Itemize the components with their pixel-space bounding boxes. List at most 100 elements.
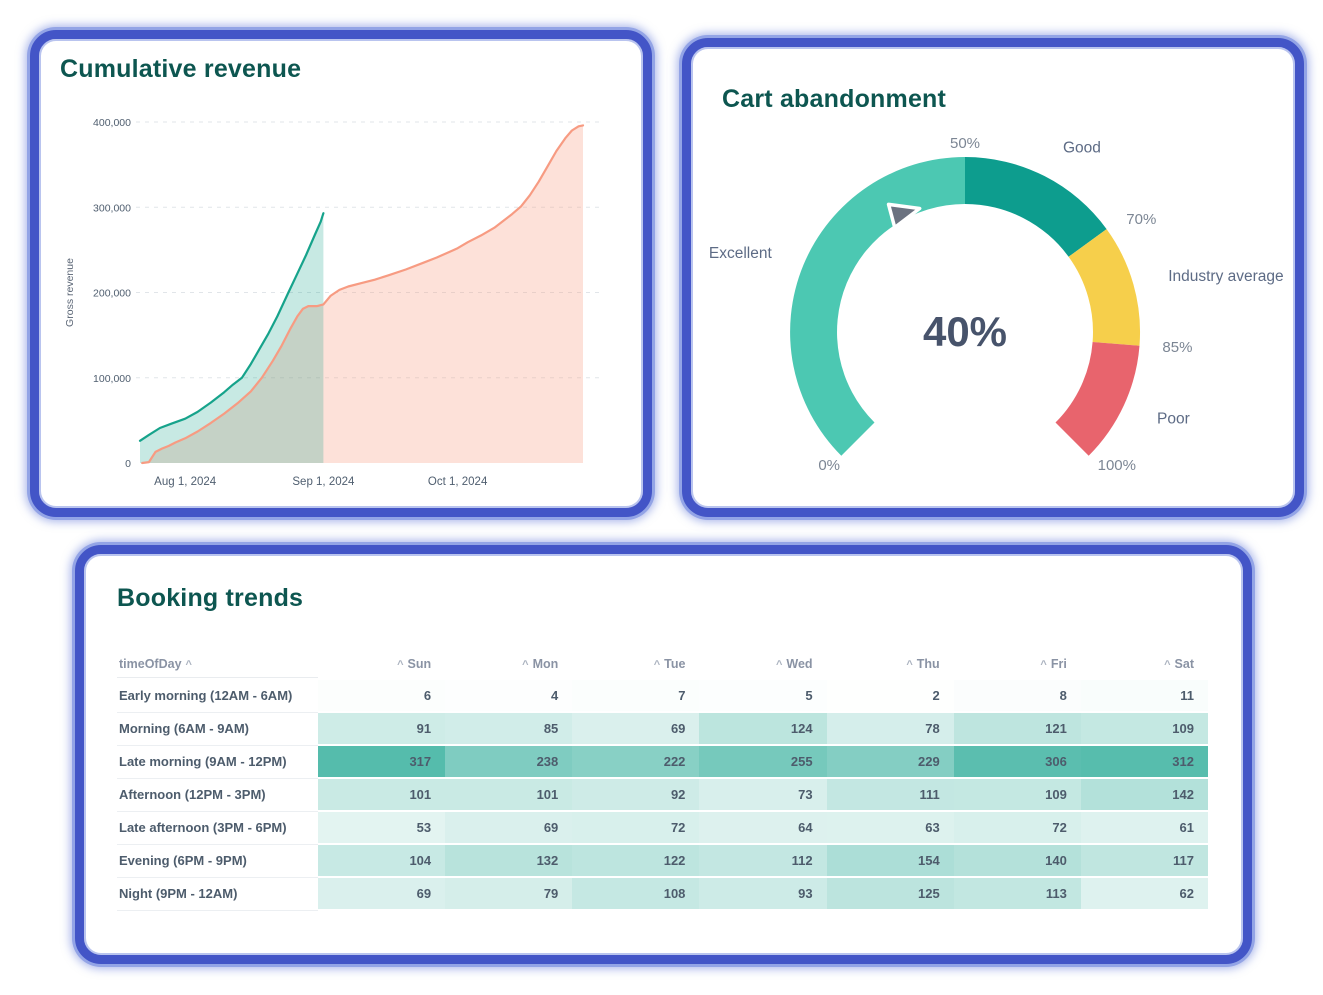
- card-cumulative-revenue: Cumulative revenue 0 100,000 200,000 300,00…: [30, 30, 652, 517]
- y-axis-tick-label: 0: [125, 458, 131, 470]
- cumulative-revenue-title: Cumulative revenue: [60, 55, 302, 83]
- cumulative-revenue-area-chart: 0 100,000 200,000 300,000 400,000 Gross reven…: [64, 117, 603, 488]
- row-label-night-9pm-12am: Night (9PM - 12AM): [117, 878, 318, 911]
- heatmap-cell-sun: 69: [318, 878, 446, 911]
- column-header-fri[interactable]: ^ Fri: [1040, 657, 1067, 671]
- heatmap-cell-sat: 109: [1080, 713, 1208, 746]
- gauge-tick-label-50: 50%: [950, 135, 980, 152]
- row-label-evening-6pm-9pm: Evening (6PM - 9PM): [117, 845, 318, 878]
- sort-caret-icon[interactable]: ^: [653, 659, 661, 671]
- booking-table-body: Early morning (12AM - 6AM) 6 4 7 5 2 8 11 Mornin…: [117, 680, 1208, 911]
- gauge-tick-label-100: 100%: [1098, 457, 1136, 474]
- heatmap-cell-sat: 142: [1080, 779, 1208, 812]
- heatmap-cell-fri: 8: [953, 680, 1081, 713]
- heatmap-cell-thu: 78: [826, 713, 954, 746]
- heatmap-cell-wed: 255: [699, 746, 827, 779]
- heatmap-cell-tue: 69: [572, 713, 700, 746]
- heatmap-cell-fri: 109: [953, 779, 1081, 812]
- gauge-segment-industry-average: [1068, 229, 1141, 346]
- gauge-tick-label-85: 85%: [1162, 339, 1192, 356]
- y-axis-tick-label: 300,000: [93, 202, 131, 214]
- column-header-tue[interactable]: ^ Tue: [653, 657, 686, 671]
- heatmap-cell-sun: 53: [318, 812, 446, 845]
- y-axis-tick-label: 200,000: [93, 288, 131, 300]
- heatmap-cell-mon: 79: [445, 878, 573, 911]
- heatmap-cell-wed: 73: [699, 779, 827, 812]
- column-header-sat[interactable]: ^ Sat: [1164, 657, 1194, 671]
- gauge-segment-label-industry-average: Industry average: [1168, 268, 1283, 285]
- series-salmon-line: [141, 124, 585, 465]
- gauge-segment-label-good: Good: [1063, 140, 1101, 157]
- heatmap-cell-mon: 238: [445, 746, 573, 779]
- heatmap-cell-tue: 72: [572, 812, 700, 845]
- sort-caret-icon[interactable]: ^: [522, 659, 529, 671]
- heatmap-cell-thu: 2: [826, 680, 954, 713]
- gauge-segment-good: [965, 157, 1107, 257]
- sort-caret-icon[interactable]: ^: [1040, 659, 1047, 671]
- cart-abandonment-gauge-chart: 0% 50% 70% 85% 100% Excellent Good Industry ave…: [709, 135, 1284, 474]
- row-label-afternoon-12pm-3pm: Afternoon (12PM - 3PM): [117, 779, 318, 812]
- sort-caret-icon[interactable]: ^: [906, 659, 913, 671]
- booking-table-header-row: timeOfDay ^ ^ Sun ^ Mon ^ Tue ^ Wed ^ Thu ^ Fri ^ Sat: [117, 652, 1208, 678]
- heatmap-cell-wed: 5: [699, 680, 827, 713]
- gauge-tick-label-0: 0%: [818, 457, 840, 474]
- heatmap-cell-mon: 85: [445, 713, 573, 746]
- heatmap-cell-thu: 154: [826, 845, 954, 878]
- gauge-segment-excellent: [790, 157, 965, 456]
- heatmap-cell-sat: 11: [1080, 680, 1208, 713]
- gauge-needle: [886, 202, 922, 230]
- cart-abandonment-title: Cart abandonment: [722, 85, 947, 113]
- x-axis-tick-label: Oct 1, 2024: [428, 476, 488, 488]
- x-axis-tick-label: Sep 1, 2024: [292, 476, 355, 488]
- heatmap-cell-tue: 122: [572, 845, 700, 878]
- heatmap-cell-tue: 7: [572, 680, 700, 713]
- heatmap-cell-mon: 69: [445, 812, 573, 845]
- heatmap-cell-tue: 108: [572, 878, 700, 911]
- heatmap-cell-wed: 124: [699, 713, 827, 746]
- column-header-mon[interactable]: ^ Mon: [522, 657, 559, 671]
- heatmap-cell-thu: 63: [826, 812, 954, 845]
- y-axis-tick-label: 100,000: [93, 373, 131, 385]
- heatmap-cell-tue: 92: [572, 779, 700, 812]
- heatmap-cell-sun: 91: [318, 713, 446, 746]
- sort-caret-icon[interactable]: ^: [185, 659, 192, 671]
- heatmap-cell-thu: 111: [826, 779, 954, 812]
- heatmap-cell-sat: 117: [1080, 845, 1208, 878]
- heatmap-cell-mon: 101: [445, 779, 573, 812]
- booking-trends-title: Booking trends: [117, 584, 304, 612]
- x-axis-tick-label: Aug 1, 2024: [154, 476, 217, 488]
- heatmap-cell-mon: 132: [445, 845, 573, 878]
- heatmap-cell-sun: 6: [318, 680, 446, 713]
- heatmap-cell-fri: 121: [953, 713, 1081, 746]
- gauge-segment-poor: [1055, 342, 1140, 456]
- card-cart-abandonment: Cart abandonment 0% 50% 70% 85% 100% Excellen…: [682, 38, 1304, 517]
- gauge-segment-label-poor: Poor: [1157, 411, 1190, 428]
- heatmap-cell-wed: 93: [699, 878, 827, 911]
- heatmap-cell-wed: 64: [699, 812, 827, 845]
- heatmap-cell-fri: 113: [953, 878, 1081, 911]
- y-axis-tick-label: 400,000: [93, 117, 131, 129]
- heatmap-cell-thu: 229: [826, 746, 954, 779]
- row-label-late-morning-9am-12pm: Late morning (9AM - 12PM): [117, 746, 318, 779]
- column-header-wed[interactable]: ^ Wed: [775, 657, 813, 671]
- sort-caret-icon[interactable]: ^: [397, 659, 404, 671]
- heatmap-cell-fri: 306: [953, 746, 1081, 779]
- sort-caret-icon[interactable]: ^: [1164, 659, 1171, 671]
- heatmap-cell-sun: 101: [318, 779, 446, 812]
- row-label-morning-6am-9am: Morning (6AM - 9AM): [117, 713, 318, 746]
- gauge-segment-label-excellent: Excellent: [709, 245, 773, 262]
- y-axis-title: Gross revenue: [64, 258, 76, 327]
- heatmap-cell-wed: 112: [699, 845, 827, 878]
- row-label-early-morning-12am-6am: Early morning (12AM - 6AM): [117, 680, 318, 713]
- heatmap-cell-fri: 140: [953, 845, 1081, 878]
- series-salmon-area: [142, 125, 583, 464]
- series-teal-area: [140, 213, 324, 463]
- booking-trends-heatmap-table: timeOfDay ^ ^ Sun ^ Mon ^ Tue ^ Wed ^ Thu ^ Fri ^ Sat E…: [117, 652, 1208, 911]
- column-header-thu[interactable]: ^ Thu: [906, 657, 940, 671]
- heatmap-cell-tue: 222: [572, 746, 700, 779]
- gauge-tick-label-70: 70%: [1126, 211, 1156, 228]
- heatmap-cell-sat: 61: [1080, 812, 1208, 845]
- sort-caret-icon[interactable]: ^: [775, 659, 783, 671]
- column-header-timeofday[interactable]: timeOfDay ^: [117, 652, 318, 678]
- column-header-sun[interactable]: ^ Sun: [397, 657, 432, 671]
